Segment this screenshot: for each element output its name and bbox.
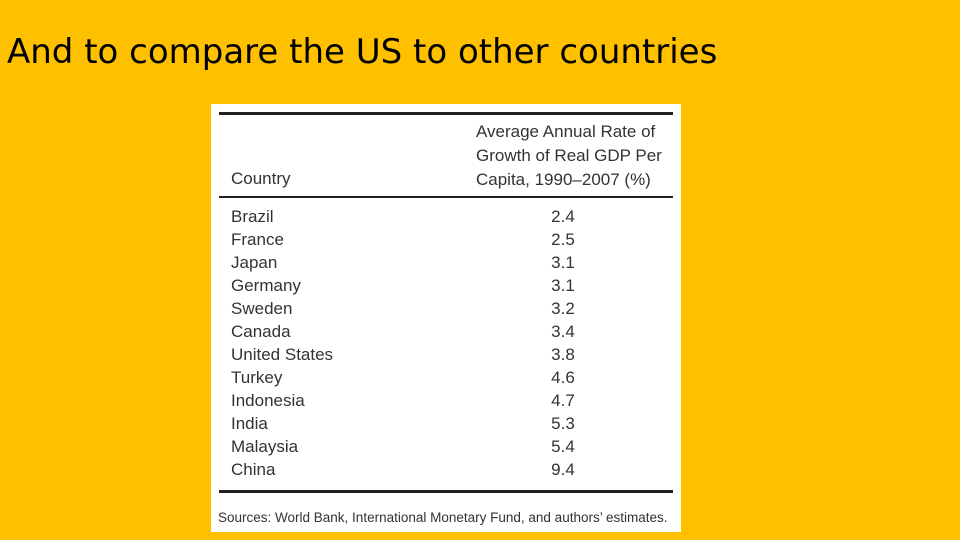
growth-rate-cell: 4.6 <box>551 368 575 387</box>
growth-rate-cell: 2.5 <box>551 230 575 249</box>
table-row: France 2.5 <box>211 228 681 251</box>
table-row: India 5.3 <box>211 412 681 435</box>
country-cell: Sweden <box>231 299 293 318</box>
table-row: Malaysia 5.4 <box>211 435 681 458</box>
country-cell: Japan <box>231 253 278 272</box>
growth-rate-cell: 4.7 <box>551 391 575 410</box>
table-row: Germany 3.1 <box>211 274 681 297</box>
country-cell: Turkey <box>231 368 283 387</box>
country-cell: Germany <box>231 276 301 295</box>
table-row: Japan 3.1 <box>211 251 681 274</box>
gdp-growth-table: Country Average Annual Rate of Growth of… <box>211 104 681 532</box>
column-header-country: Country <box>231 169 291 188</box>
country-cell: China <box>231 460 276 479</box>
country-cell: Malaysia <box>231 437 299 456</box>
table-bottom-rule <box>219 490 673 493</box>
country-cell: United States <box>231 345 334 364</box>
growth-rate-cell: 3.2 <box>551 299 575 318</box>
table-row: Canada 3.4 <box>211 320 681 343</box>
table-row: Sweden 3.2 <box>211 297 681 320</box>
table-row: United States 3.8 <box>211 343 681 366</box>
column-header-growth-rate: Average Annual Rate of Growth of Real GD… <box>476 122 662 189</box>
table-row: Indonesia 4.7 <box>211 389 681 412</box>
growth-rate-cell: 5.4 <box>551 437 575 456</box>
country-cell: Brazil <box>231 207 274 226</box>
country-cell: Canada <box>231 322 291 341</box>
growth-rate-cell: 3.8 <box>551 345 575 364</box>
growth-rate-cell: 3.1 <box>551 276 575 295</box>
table-body: Brazil 2.4 France 2.5 Japan 3.1 Germany … <box>211 205 681 481</box>
country-cell: Indonesia <box>231 391 305 410</box>
growth-rate-cell: 2.4 <box>551 207 575 226</box>
table-row: Turkey 4.6 <box>211 366 681 389</box>
table-header-rule <box>219 196 673 198</box>
growth-rate-cell: 3.1 <box>551 253 575 272</box>
country-cell: France <box>231 230 284 249</box>
growth-rate-cell: 3.4 <box>551 322 575 341</box>
growth-rate-cell: 5.3 <box>551 414 575 433</box>
table-row: Brazil 2.4 <box>211 205 681 228</box>
table-row: China 9.4 <box>211 458 681 481</box>
slide-title: And to compare the US to other countries <box>7 32 718 72</box>
table-top-rule <box>219 112 673 115</box>
growth-rate-cell: 9.4 <box>551 460 575 479</box>
country-cell: India <box>231 414 268 433</box>
source-note: Sources: World Bank, International Monet… <box>218 510 668 525</box>
